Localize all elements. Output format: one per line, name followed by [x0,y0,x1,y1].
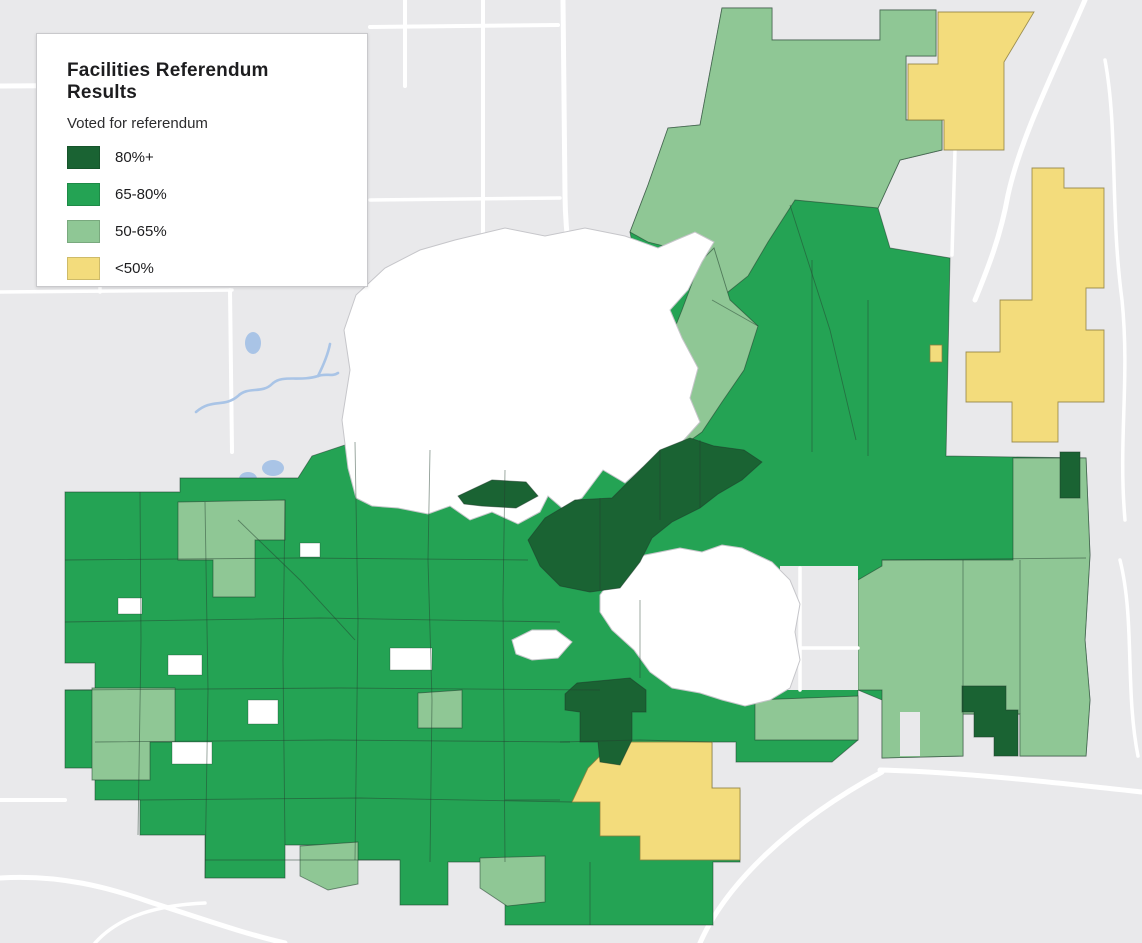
road-line [1118,558,1140,758]
nondistrict-area-southeast [900,712,920,756]
precinct-region-yellow-east [965,167,1105,443]
precinct-region-light-monona-south [754,695,859,741]
precinct-region-dark-east-small [1059,451,1081,499]
lake-wingra [511,629,573,661]
precinct-boundary [559,739,713,743]
precinct-boundary [354,441,359,861]
lake-mendota [341,227,715,525]
road-line [877,767,1142,795]
precinct-region-dark-southeast-blob [961,685,1019,757]
map-hole [299,542,321,558]
precinct-boundary [237,519,356,641]
legend-card: Facilities Referendum Results Voted for … [36,33,368,287]
road-line [0,288,234,294]
precinct-region-yellow-small [929,344,943,363]
lake-monona [599,544,801,707]
precinct-region-light-west-c [299,841,359,891]
precinct-boundary [137,491,142,836]
precinct-boundary [94,739,571,743]
map-hole [247,699,279,725]
pond [245,332,261,354]
precinct-boundary [139,797,573,803]
legend-label: 80%+ [115,148,154,166]
precinct-region-yellow-topright [907,11,1035,151]
precinct-boundary [502,469,506,863]
precinct-region-light-west-d [417,689,463,729]
map-hole [389,647,433,671]
legend-subtitle: Voted for referendum [67,115,208,132]
legend-row: 65-80% [67,182,337,206]
precinct-region-dark-picnic-point [457,479,539,509]
precinct-region-dark-isthmus [527,437,763,593]
road-line [0,874,288,943]
precinct-boundary [64,617,561,623]
legend-row: 50-65% [67,219,337,243]
legend-swatch-65-80 [67,182,100,206]
legend-row: 80%+ [67,145,337,169]
precinct-boundary [64,557,529,561]
legend-title: Facilities Referendum Results [67,60,269,103]
map-hole [171,741,213,765]
legend-swatch-lt50 [67,256,100,280]
precinct-boundary [282,499,286,846]
legend-label: 50-65% [115,222,167,240]
precinct-region-yellow-south [571,741,741,861]
precinct-boundary [64,687,601,691]
precinct-region-light-south [479,855,546,907]
precinct-boundary [881,557,1087,561]
legend-label: 65-80% [115,185,167,203]
road-line [1103,58,1127,522]
river [194,371,340,414]
precinct-boundary [204,501,209,879]
lakes [341,227,801,707]
road-line [368,196,562,202]
precinct-boundaries [64,204,1087,925]
legend-label: <50% [115,259,154,277]
precinct-region-light-west-b [91,687,176,781]
road-line [368,23,560,29]
legend-swatch-50-65 [67,219,100,243]
precinct-boundary [789,204,857,441]
pond [262,460,284,476]
road-line [93,901,207,943]
precinct-regions-dark [457,437,1081,766]
precinct-region-dark-south-blob [564,677,647,766]
map-hole [167,654,203,676]
road-line [972,0,1088,303]
legend-swatch-80plus [67,145,100,169]
precinct-region-light-northeast [629,7,943,301]
precinct-boundary [711,299,759,327]
map-hole [117,597,143,615]
precinct-boundary [427,449,433,863]
road-line [950,148,957,257]
river-branch [316,342,332,378]
legend-row: <50% [67,256,337,280]
road-line [228,288,234,454]
